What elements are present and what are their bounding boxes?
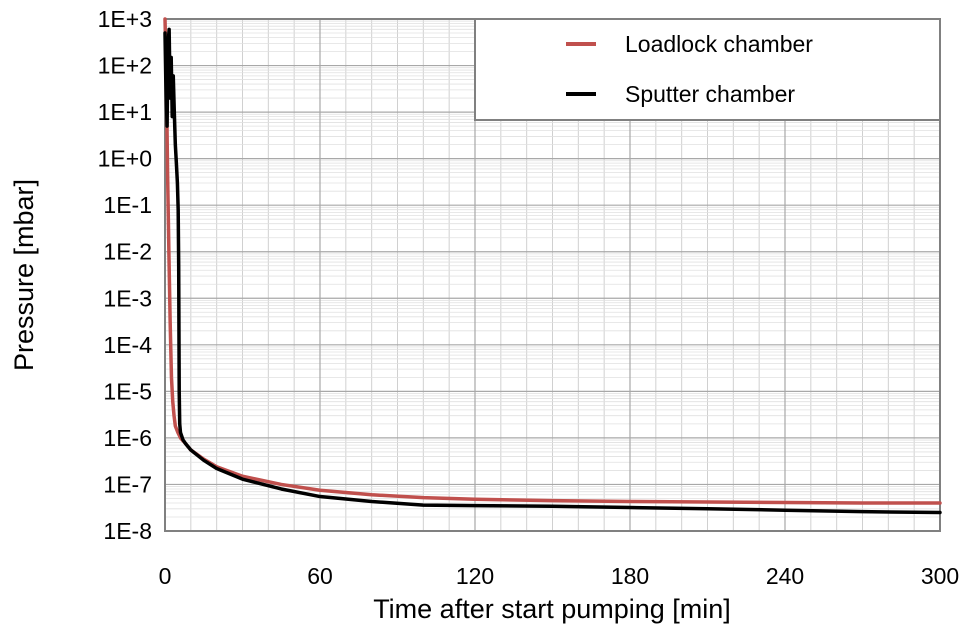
series-line-sputter (163, 27, 942, 515)
y-tick-label: 1E+2 (98, 53, 152, 79)
y-tick-label: 1E-1 (103, 192, 152, 218)
y-tick-label: 1E-5 (103, 378, 152, 404)
x-tick-label: 300 (921, 563, 959, 589)
legend-box (474, 18, 941, 121)
x-tick-label: 180 (611, 563, 649, 589)
y-tick-label: 1E-8 (103, 518, 152, 544)
y-tick-label: 1E-4 (103, 332, 152, 358)
y-tick-labels: 1E-8 1E-7 1E-6 1E-5 1E-4 1E-3 1E-2 1E-1 1E+0 1E+1… (98, 6, 153, 544)
legend: Loadlock chamber Sputter chamber (474, 18, 941, 121)
legend-label-loadlock: Loadlock chamber (625, 31, 813, 57)
y-tick-label: 1E-7 (103, 471, 152, 497)
legend-label-sputter: Sputter chamber (625, 81, 795, 107)
x-axis-title: Time after start pumping [min] (373, 594, 731, 624)
y-tick-label: 1E+3 (98, 6, 152, 32)
y-tick-label: 1E+1 (98, 99, 152, 125)
x-tick-label: 240 (766, 563, 804, 589)
y-tick-label: 1E-2 (103, 239, 152, 265)
x-tick-label: 60 (307, 563, 333, 589)
series-lines (163, 17, 942, 515)
y-tick-label: 1E-3 (103, 285, 152, 311)
x-tick-label: 0 (159, 563, 172, 589)
y-tick-label: 1E-6 (103, 425, 152, 451)
x-tick-labels: 0 60 120 180 240 300 (159, 563, 960, 589)
y-tick-label: 1E+0 (98, 146, 152, 172)
y-axis-title: Pressure [mbar] (9, 179, 39, 371)
x-tick-label: 120 (456, 563, 494, 589)
